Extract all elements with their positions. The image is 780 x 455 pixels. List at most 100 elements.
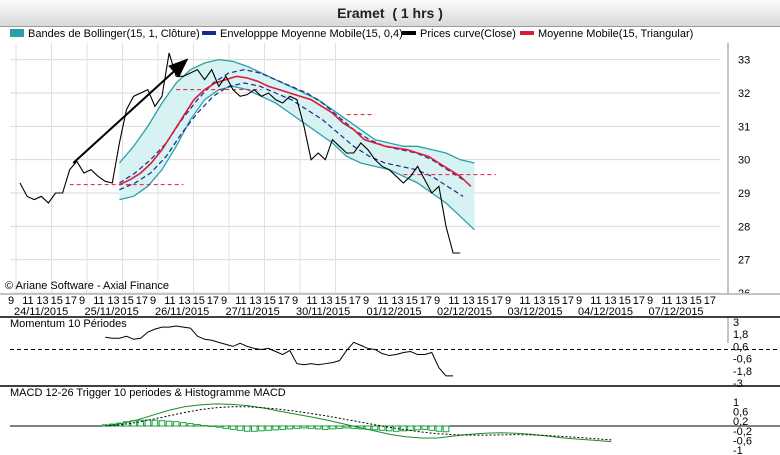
macd-histogram-bar: [215, 425, 223, 428]
legend-label-prices: Prices curve(Close): [420, 28, 516, 40]
macd-histogram-bar: [307, 425, 315, 429]
hour-tick-label: 11: [448, 295, 459, 307]
momentum-y-tick: 0,6: [733, 341, 748, 353]
hour-tick-label: 13: [391, 295, 403, 307]
date-tick-label: 25/11/2015: [85, 306, 139, 318]
macd-histogram-bar: [172, 421, 180, 427]
hour-tick-label: 17: [491, 295, 503, 307]
macd-line: [105, 403, 612, 443]
legend-label-envelope: Envelopppe Moyenne Mobile(15, 0,4): [220, 28, 403, 40]
hour-tick-label: 17: [136, 295, 148, 307]
momentum-panel: 31,80,6-0,6-1,8-3: [0, 317, 780, 390]
hour-tick-label: 13: [462, 295, 474, 307]
hour-tick-label: 13: [107, 295, 119, 307]
hour-tick-label: 13: [675, 295, 687, 307]
macd-histogram-bar: [400, 425, 407, 432]
momentum-y-tick: -1,8: [733, 366, 752, 378]
hour-tick-label: 15: [335, 295, 347, 307]
bollinger-lower-line: [119, 85, 475, 231]
hour-tick-label: 15: [619, 295, 631, 307]
hour-tick-label: 13: [320, 295, 332, 307]
hour-tick-label: 11: [164, 295, 175, 307]
hour-tick-label: 9: [292, 295, 298, 307]
copyright-text: © Ariane Software - Axial Finance: [5, 280, 169, 292]
macd-histogram-bar: [322, 425, 329, 430]
hour-tick-label: 9: [8, 295, 14, 307]
legend-label-bollinger: Bandes de Bollinger(15, 1, Clôture): [28, 28, 200, 40]
macd-y-tick: 0,6: [733, 407, 748, 419]
hour-tick-label: 11: [377, 295, 388, 307]
macd-histogram-bar: [137, 419, 144, 427]
date-tick-label: 27/11/2015: [226, 306, 280, 318]
hour-tick-label: 17: [349, 295, 361, 307]
time-axis: 9 11 13 15 17 9 11 13 15 17 9 11 13 15 17 9 11 13 15 17 9 11 1…: [0, 293, 780, 318]
hour-tick-label: 15: [548, 295, 560, 307]
date-tick-label: 02/12/2015: [437, 306, 492, 318]
macd-histogram-bar: [279, 425, 286, 430]
macd-histogram-bar: [378, 425, 386, 431]
chart-title: Eramet ( 1 hrs ): [337, 5, 443, 21]
macd-histogram-bar: [435, 425, 443, 432]
legend-label-triangular: Moyenne Mobile(15, Triangular): [538, 28, 694, 40]
chart-titlebar: Eramet ( 1 hrs ): [0, 0, 780, 27]
hour-tick-label: 17: [633, 295, 645, 307]
macd-histogram-bar: [407, 425, 414, 431]
price-close-line: [19, 52, 461, 254]
macd-histogram-bar: [165, 420, 173, 427]
hour-tick-label: 17: [207, 295, 219, 307]
macd-trigger-line: [105, 406, 612, 441]
macd-panel: 10,60,2-0,2-0,6-1: [10, 397, 780, 455]
envelope-lower-line: [119, 82, 464, 197]
hour-tick-label: 9: [505, 295, 511, 307]
macd-histogram-bar: [151, 419, 159, 427]
hour-tick-label: 15: [406, 295, 418, 307]
bollinger-fill: [119, 59, 475, 230]
macd-histogram-bar: [236, 425, 244, 431]
y-tick-label: 30: [738, 155, 750, 167]
date-tick-label: 24/11/2015: [14, 306, 68, 318]
hour-tick-label: 9: [434, 295, 440, 307]
date-tick-label: 01/12/2015: [367, 306, 422, 318]
legend-item-envelope: Envelopppe Moyenne Mobile(15, 0,4): [202, 28, 403, 40]
hour-tick-label: 9: [576, 295, 582, 307]
y-tick-label: 32: [738, 88, 750, 100]
macd-histogram-bar: [258, 425, 265, 432]
macd-histogram-bar: [243, 425, 251, 432]
macd-histogram-bar: [421, 425, 428, 430]
macd-histogram-bar: [414, 425, 421, 431]
y-tick-label: 29: [738, 188, 750, 200]
legend-swatch-envelope: [202, 31, 216, 35]
hour-tick-label: 17: [562, 295, 574, 307]
hour-tick-label: 17: [65, 295, 77, 307]
hour-tick-label: 15: [264, 295, 276, 307]
momentum-y-tick: -0,6: [733, 354, 752, 366]
hour-tick-label: 17: [420, 295, 432, 307]
legend-item-bollinger: Bandes de Bollinger(15, 1, Clôture): [10, 28, 200, 40]
y-tick-label: 31: [738, 121, 750, 133]
hour-tick-label: 11: [590, 295, 601, 307]
macd-histogram-bar: [265, 425, 272, 431]
hour-tick-label: 15: [122, 295, 134, 307]
hour-tick-label: 9: [79, 295, 85, 307]
hour-tick-label: 15: [51, 295, 63, 307]
date-tick-label: 07/12/2015: [649, 306, 704, 318]
legend-swatch-triangular: [520, 31, 534, 35]
hour-tick-label: 9: [221, 295, 227, 307]
macd-histogram-bar: [371, 425, 379, 431]
hour-tick-label: 13: [604, 295, 616, 307]
hour-tick-label: 11: [22, 295, 33, 307]
hour-tick-label: 11: [235, 295, 246, 307]
hour-tick-label: 13: [36, 295, 48, 307]
date-tick-label: 03/12/2015: [508, 306, 563, 318]
price-panel: 2627282930313233: [10, 43, 750, 343]
momentum-y-tick: 3: [733, 317, 739, 329]
macd-histogram-bar: [194, 424, 201, 427]
macd-histogram-bar: [180, 422, 187, 427]
macd-histogram-bar: [229, 425, 237, 430]
macd-y-tick: 0,2: [733, 416, 748, 428]
hour-tick-label: 11: [519, 295, 530, 307]
macd-y-tick: -1: [733, 445, 743, 455]
hour-tick-label: 11: [306, 295, 317, 307]
macd-y-tick: -0,6: [733, 435, 752, 447]
